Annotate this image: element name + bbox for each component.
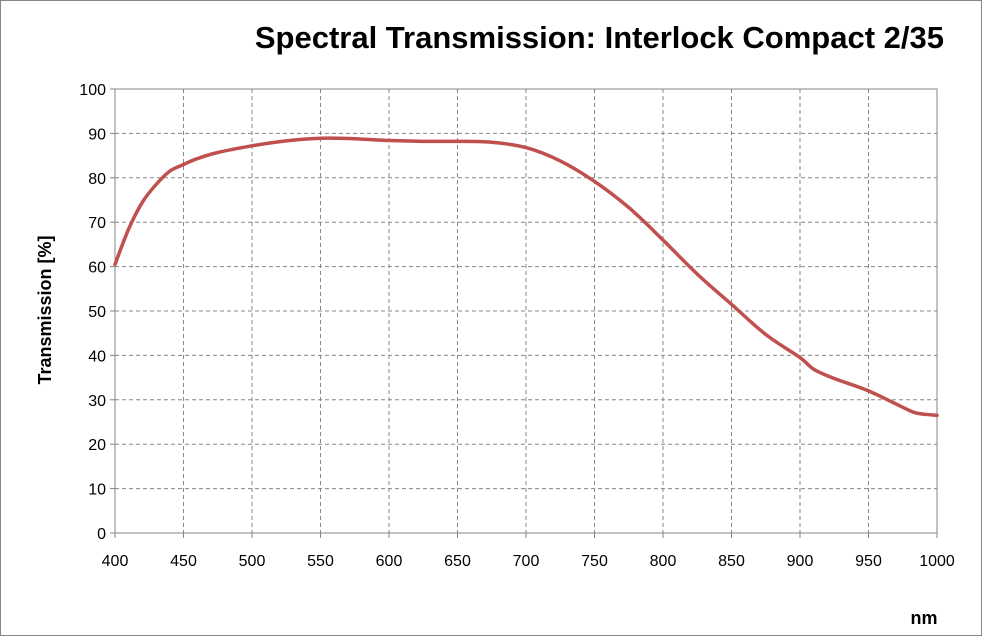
y-axis-label: Transmission [%] [35, 235, 55, 384]
x-tick-label: 500 [239, 553, 266, 570]
y-tick-label: 30 [88, 393, 106, 410]
y-tick-label: 70 [88, 215, 106, 232]
x-tick-label: 950 [855, 553, 882, 570]
x-axis-label: nm [911, 608, 938, 628]
x-tick-label: 700 [513, 553, 540, 570]
y-tick-label: 10 [88, 482, 106, 499]
y-tick-label: 40 [88, 348, 106, 365]
chart-title: Spectral Transmission: Interlock Compact… [255, 20, 944, 55]
x-tick-label: 850 [718, 553, 745, 570]
x-tick-label: 800 [650, 553, 677, 570]
transmission-line [113, 136, 939, 418]
x-tick-label: 550 [307, 553, 334, 570]
gridlines [115, 89, 937, 533]
y-tick-label: 60 [88, 260, 106, 277]
y-tick-label: 90 [88, 126, 106, 143]
x-tick-label: 900 [787, 553, 814, 570]
y-tick-label: 80 [88, 171, 106, 188]
x-tick-label: 1000 [919, 553, 955, 570]
y-tick-label: 100 [79, 82, 106, 99]
series-group [113, 136, 939, 418]
y-axis-ticks: 0 10 20 30 40 50 60 70 80 90 100 [79, 82, 115, 543]
y-tick-label: 0 [97, 526, 106, 543]
x-tick-label: 600 [376, 553, 403, 570]
x-tick-label: 400 [102, 553, 129, 570]
x-tick-label: 750 [581, 553, 608, 570]
y-tick-label: 50 [88, 304, 106, 321]
x-tick-label: 650 [444, 553, 471, 570]
x-tick-label: 450 [170, 553, 197, 570]
x-axis-ticks: 400 450 500 550 600 650 700 750 800 850 900 950 1000 [102, 533, 955, 570]
y-tick-label: 20 [88, 437, 106, 454]
